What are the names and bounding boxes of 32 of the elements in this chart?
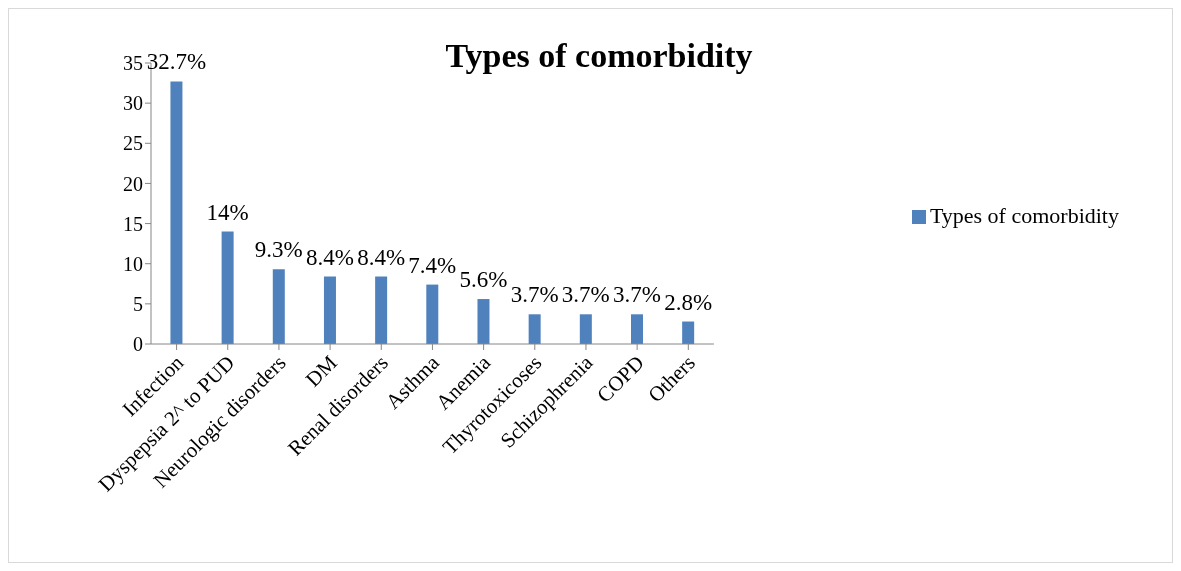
y-tick-label: 20 xyxy=(123,172,143,195)
bar xyxy=(221,231,234,344)
y-tick-label: 25 xyxy=(123,132,143,155)
data-label: 5.6% xyxy=(459,267,508,293)
chart-title: Types of comorbidity xyxy=(445,37,753,74)
data-label: 8.4% xyxy=(357,244,406,270)
data-label: 8.4% xyxy=(306,244,354,270)
y-tick-label: 10 xyxy=(123,252,143,275)
bar xyxy=(323,276,336,344)
bar xyxy=(272,269,285,344)
bar xyxy=(579,314,592,344)
bar xyxy=(375,276,388,344)
bar xyxy=(426,284,439,344)
bar xyxy=(528,314,541,344)
data-label: 9.3% xyxy=(254,237,303,263)
y-tick-label: 0 xyxy=(133,333,143,356)
legend-label: Types of comorbidity xyxy=(929,202,1119,228)
bar xyxy=(170,81,183,344)
data-label: 3.7% xyxy=(561,282,610,308)
data-label: 7.4% xyxy=(408,252,457,278)
bar xyxy=(630,314,643,344)
data-label: 3.7% xyxy=(510,282,559,308)
data-label: 2.8% xyxy=(664,289,713,315)
data-label: 3.7% xyxy=(613,282,661,308)
bar xyxy=(682,321,695,344)
y-tick-label: 35 xyxy=(123,52,143,75)
data-label: 14% xyxy=(206,199,249,225)
bar xyxy=(477,299,490,344)
data-label: 32.7% xyxy=(146,49,207,75)
y-tick-label: 30 xyxy=(123,92,143,115)
y-tick-label: 15 xyxy=(123,212,143,235)
y-tick-label: 5 xyxy=(133,292,143,315)
